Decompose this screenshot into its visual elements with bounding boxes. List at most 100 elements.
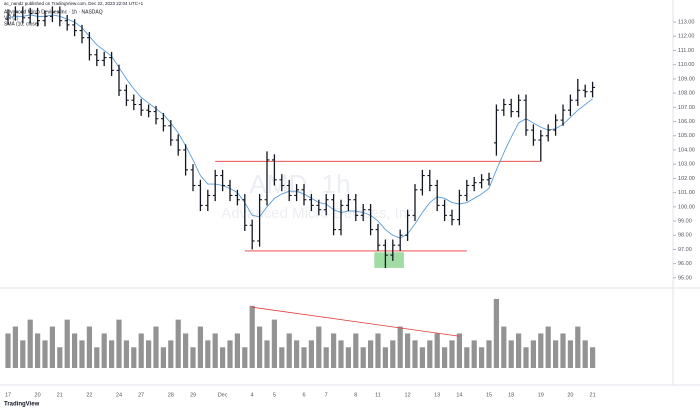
x-tick-label: Dec: [218, 392, 228, 398]
y-tick-label: 110.00: [678, 62, 694, 68]
volume-trend-line: [252, 306, 460, 337]
volume-bar: [501, 326, 507, 368]
volume-bar: [516, 333, 522, 368]
volume-bar: [471, 340, 477, 368]
volume-bar: [146, 340, 152, 368]
x-tick-label: 21: [57, 392, 63, 398]
y-tick-label: 100.00: [678, 204, 695, 210]
volume-bar: [294, 340, 300, 368]
indicator-label: Vol (2): [4, 15, 19, 21]
sma-line: [7, 14, 593, 239]
x-tick-label: 29: [190, 392, 196, 398]
y-tick-label: 102.00: [678, 176, 695, 182]
y-tick-label: 108.00: [678, 91, 695, 97]
x-tick-label: 20: [35, 392, 41, 398]
volume-bar: [27, 319, 33, 368]
volume-bar: [308, 340, 314, 368]
x-tick-label: 22: [86, 392, 92, 398]
volume-bar: [153, 326, 159, 368]
x-tick-label: 15: [486, 392, 492, 398]
x-tick-label: 5: [273, 392, 276, 398]
volume-bar: [493, 298, 499, 368]
x-tick-label: 17: [5, 392, 11, 398]
volume-bar: [338, 340, 344, 368]
volume-bar: [249, 305, 255, 368]
volume-bar: [538, 333, 544, 368]
volume-bar: [523, 347, 529, 368]
volume-bar: [183, 333, 189, 368]
volume-bar: [464, 347, 470, 368]
volume-bar: [175, 319, 181, 368]
volume-bar: [479, 347, 485, 368]
volume-bar: [123, 340, 129, 368]
x-tick-label: 4: [251, 392, 254, 398]
x-tick-label: 13: [434, 392, 440, 398]
y-tick-label: 107.00: [678, 105, 695, 111]
y-tick-label: 101.00: [678, 190, 695, 196]
volume-bar: [316, 326, 322, 368]
volume-bar: [20, 340, 26, 368]
volume-bar: [264, 340, 270, 368]
x-tick-label: 8: [354, 392, 357, 398]
volume-bar: [86, 326, 92, 368]
volume-bar: [323, 347, 329, 368]
volume-bar: [427, 340, 433, 368]
volume-bar: [449, 340, 455, 368]
volume-bar: [353, 333, 359, 368]
y-tick-label: 104.00: [678, 147, 695, 153]
y-tick-label: 98.00: [678, 233, 692, 239]
y-tick-label: 109.00: [678, 76, 695, 82]
volume-bar: [456, 333, 462, 368]
brand: TradingView: [4, 402, 40, 408]
y-tick-label: 103.00: [678, 162, 695, 168]
publisher: ac_nandz published on TradingView.com, D…: [4, 1, 144, 6]
volume-bar: [5, 333, 11, 368]
volume-bar: [271, 319, 277, 368]
volume-bar: [286, 333, 292, 368]
y-tick-label: 111.00: [678, 48, 694, 54]
volume-bar: [109, 340, 115, 368]
volume-bar: [382, 347, 388, 368]
indicator-label: SMA (10, close): [4, 21, 40, 27]
volume-bar: [405, 333, 411, 368]
volume-bar: [35, 333, 41, 368]
x-tick-label: 20: [567, 392, 573, 398]
volume-bar: [397, 326, 403, 368]
volume-bar: [72, 333, 78, 368]
volume-bar: [590, 347, 596, 368]
volume-bar: [227, 340, 233, 368]
x-tick-label: 18: [508, 392, 514, 398]
volume-bar: [301, 347, 307, 368]
volume-bar: [331, 333, 337, 368]
volume-bar: [575, 326, 581, 368]
y-tick-label: 105.00: [678, 133, 695, 139]
x-tick-label: 27: [138, 392, 144, 398]
y-tick-label: 113.00: [678, 20, 694, 26]
volume-bar: [257, 326, 263, 368]
y-tick-label: 99.00: [678, 218, 692, 224]
volume-bar: [345, 347, 351, 368]
volume-bar: [101, 333, 107, 368]
x-tick-label: 24: [116, 392, 122, 398]
volume-bar: [434, 333, 440, 368]
volume-bar: [49, 326, 55, 368]
volume-bar: [279, 347, 285, 368]
volume-bar: [582, 340, 588, 368]
x-tick-label: 7: [325, 392, 328, 398]
volume-bar: [560, 333, 566, 368]
x-tick-label: 21: [590, 392, 596, 398]
volume-bar: [94, 347, 100, 368]
y-tick-label: 96.00: [678, 261, 692, 267]
volume-bar: [390, 340, 396, 368]
x-tick-label: 14: [456, 392, 462, 398]
volume-bar: [42, 340, 48, 368]
y-tick-label: 95.00: [678, 275, 692, 281]
y-tick-label: 97.00: [678, 247, 692, 253]
x-tick-label: 28: [168, 392, 174, 398]
volume-bar: [197, 326, 203, 368]
volume-bar: [530, 340, 536, 368]
volume-bar: [212, 333, 218, 368]
volume-bar: [131, 347, 137, 368]
volume-bar: [553, 340, 559, 368]
